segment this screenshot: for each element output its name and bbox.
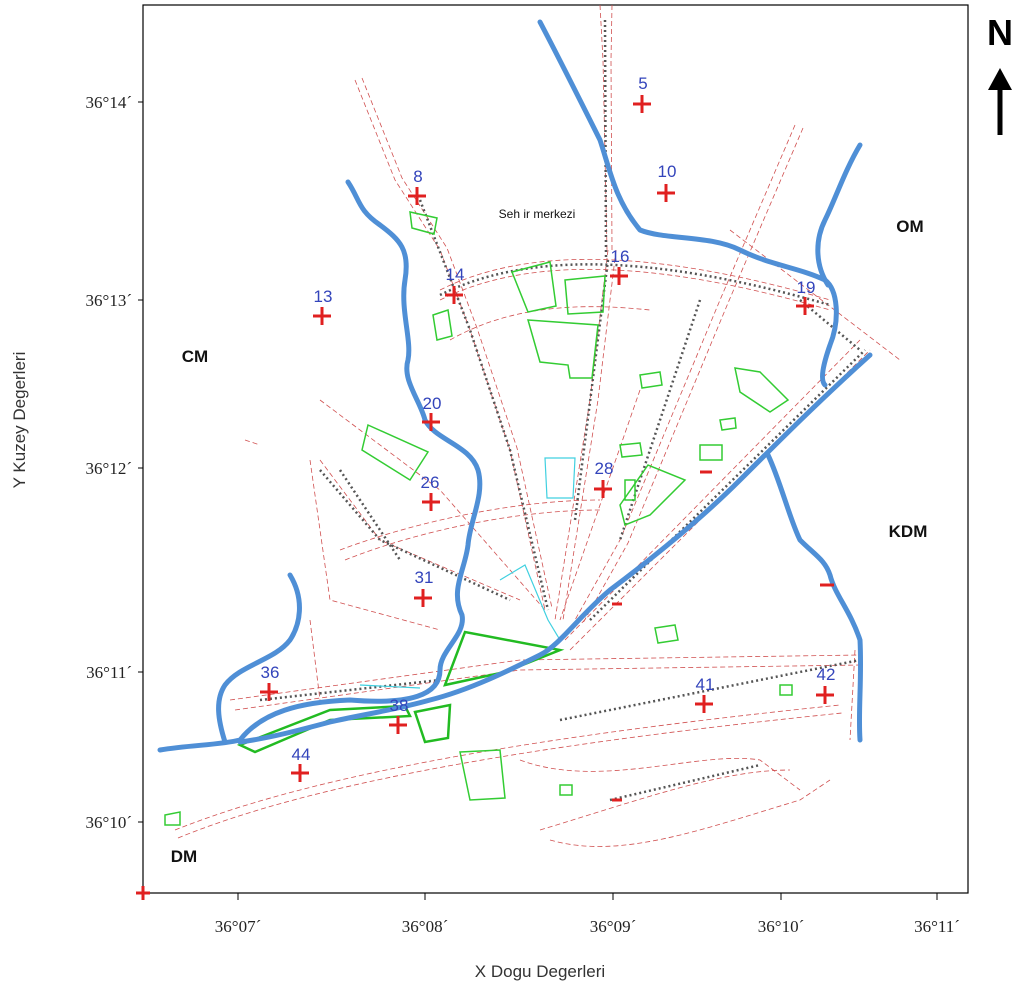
region-cm: CM (182, 347, 208, 366)
rivers (157, 19, 873, 753)
station-5: 5 (633, 74, 651, 113)
svg-text:14: 14 (446, 265, 465, 284)
svg-text:44: 44 (292, 745, 311, 764)
cyan-areas (359, 457, 576, 689)
svg-text:31: 31 (415, 568, 434, 587)
region-dm: DM (171, 847, 197, 866)
y-axis-title: Y Kuzey Degerleri (10, 352, 29, 489)
region-kdm: KDM (889, 522, 928, 541)
y-tick-0: 36°14´ (86, 93, 132, 112)
station-41: 41 (695, 675, 714, 713)
svg-text:16: 16 (611, 247, 630, 266)
station-28: 28 (594, 459, 613, 498)
svg-text:5: 5 (638, 74, 647, 93)
station-42: 42 (816, 665, 835, 704)
y-tick-2: 36°12´ (86, 459, 132, 478)
station-13: 13 (313, 287, 332, 325)
green-areas (164, 211, 793, 826)
station-16: 16 (610, 247, 629, 285)
svg-text:38: 38 (390, 696, 409, 715)
x-tick-2: 36°09´ (590, 917, 636, 936)
svg-text:36: 36 (261, 663, 280, 682)
y-tick-3: 36°11´ (86, 663, 132, 682)
station-10: 10 (657, 162, 676, 202)
station-44: 44 (291, 745, 310, 782)
road-network (174, 4, 901, 847)
svg-text:20: 20 (423, 394, 442, 413)
stations: 5 8 10 13 14 16 19 20 26 28 31 36 38 41 … (260, 74, 835, 782)
svg-text:19: 19 (797, 278, 816, 297)
station-38: 38 (389, 696, 408, 734)
x-axis: 36°07´ 36°08´ 36°09´ 36°10´ 36°11´ X Dog… (215, 893, 960, 981)
x-tick-0: 36°07´ (215, 917, 261, 936)
svg-text:8: 8 (413, 167, 422, 186)
x-tick-1: 36°08´ (402, 917, 448, 936)
station-31: 31 (414, 568, 433, 607)
svg-text:28: 28 (595, 459, 614, 478)
station-19: 19 (796, 278, 815, 315)
region-om: OM (896, 217, 923, 236)
north-label: N (987, 12, 1013, 53)
x-tick-3: 36°10´ (758, 917, 804, 936)
svg-text:26: 26 (421, 473, 440, 492)
minor-markers (136, 470, 834, 900)
y-tick-1: 36°13´ (86, 291, 132, 310)
y-tick-4: 36°10´ (86, 813, 132, 832)
station-8: 8 (408, 167, 426, 205)
x-tick-4: 36°11´ (914, 917, 960, 936)
x-axis-title: X Dogu Degerleri (475, 962, 605, 981)
svg-text:10: 10 (658, 162, 677, 181)
svg-text:41: 41 (696, 675, 715, 694)
city-center-label: Seh ir merkezi (499, 207, 576, 221)
station-20: 20 (422, 394, 441, 431)
station-14: 14 (445, 265, 464, 304)
north-arrow: N (987, 12, 1013, 135)
svg-text:13: 13 (314, 287, 333, 306)
svg-text:42: 42 (817, 665, 836, 684)
station-26: 26 (421, 473, 440, 511)
map-frame (142, 4, 969, 894)
y-axis: 36°14´ 36°13´ 36°12´ 36°11´ 36°10´ Y Kuz… (10, 93, 143, 832)
station-36: 36 (260, 663, 279, 701)
